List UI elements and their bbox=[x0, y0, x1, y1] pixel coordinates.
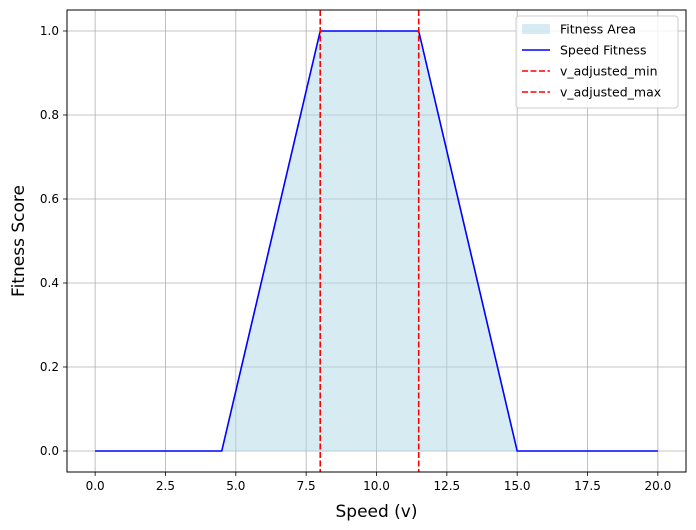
legend-label: v_adjusted_max bbox=[560, 85, 661, 100]
line-layer bbox=[95, 30, 658, 452]
vline-layer bbox=[319, 10, 420, 472]
x-tick-label: 17.5 bbox=[574, 479, 601, 493]
x-tick-label: 10.0 bbox=[363, 479, 390, 493]
fitness-area-fill bbox=[95, 31, 658, 451]
x-tick-label: 5.0 bbox=[226, 479, 245, 493]
legend: Fitness Area Speed Fitness v_adjusted_minv… bbox=[515, 15, 679, 109]
legend-label: Speed Fitness bbox=[560, 43, 646, 58]
legend-label: Fitness Area bbox=[560, 22, 636, 37]
legend-label: v_adjusted_min bbox=[560, 64, 658, 79]
x-axis-label: Speed (v) bbox=[335, 502, 417, 522]
legend-swatch-fitness-area bbox=[522, 24, 550, 34]
x-tick-label: 0.0 bbox=[86, 479, 105, 493]
x-tick-label: 15.0 bbox=[504, 479, 531, 493]
x-tick-label: 7.5 bbox=[297, 479, 316, 493]
fill-layer bbox=[95, 31, 658, 451]
x-tick-label: 2.5 bbox=[156, 479, 175, 493]
y-tick-label: 0.8 bbox=[40, 108, 59, 122]
y-tick-label: 0.0 bbox=[40, 444, 59, 458]
x-tick-label: 12.5 bbox=[433, 479, 460, 493]
speed-fitness-line bbox=[95, 30, 658, 452]
y-axis-label: Fitness Score bbox=[9, 185, 29, 297]
tick-layer: 0.0 2.5 5.0 7.5 10.0 12.5 15.0 17.5 20.0 0.0 0.2 0.… bbox=[40, 24, 671, 493]
legend-box bbox=[515, 15, 679, 109]
y-tick-label: 0.6 bbox=[40, 192, 59, 206]
y-tick-label: 0.4 bbox=[40, 276, 59, 290]
y-tick-label: 0.2 bbox=[40, 360, 59, 374]
x-tick-label: 20.0 bbox=[645, 479, 672, 493]
y-tick-label: 1.0 bbox=[40, 24, 59, 38]
